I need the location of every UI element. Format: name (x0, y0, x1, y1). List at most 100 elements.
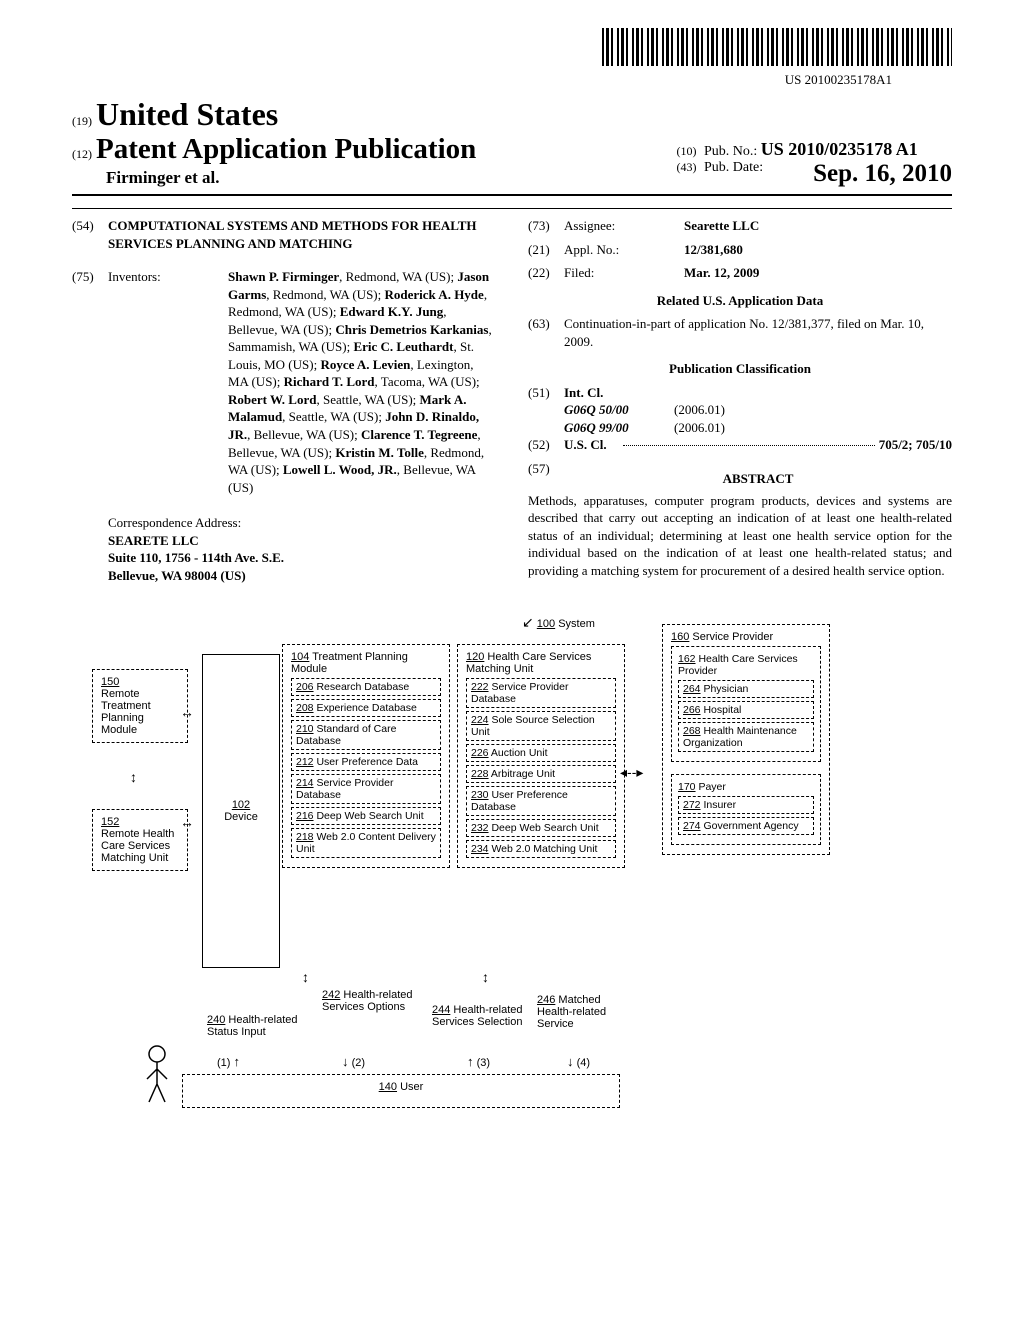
b244-num: 244 (432, 1004, 450, 1016)
biblio-columns: (54) COMPUTATIONAL SYSTEMS AND METHODS F… (72, 217, 952, 584)
b120-text: Health Care Services Matching Unit (466, 651, 591, 675)
b274-num: 274 (683, 820, 701, 832)
step-2: (2) (352, 1057, 365, 1069)
b222-num: 222 (471, 681, 489, 693)
b228-num: 228 (471, 768, 489, 780)
step-4: (4) (577, 1057, 590, 1069)
us-cl-value: 705/2; 705/10 (879, 436, 952, 454)
publication-title: Patent Application Publication (96, 133, 476, 166)
field-73-label: Assignee: (564, 217, 684, 235)
prefix-19: (19) (72, 114, 92, 129)
abstract-title: ABSTRACT (564, 470, 952, 488)
inventors-list: Shawn P. Firminger, Redmond, WA (US); Ja… (228, 268, 496, 496)
rule-top (72, 194, 952, 196)
b228-text: Arbitrage Unit (491, 768, 555, 780)
b212-text: User Preference Data (316, 756, 418, 768)
us-cl-label: U.S. Cl. (564, 436, 619, 454)
b242-num: 242 (322, 989, 340, 1001)
figure-1: ↙ 100 System 150 Remote Treatment Planni… (72, 614, 952, 1134)
abstract-text: Methods, apparatuses, computer program p… (528, 492, 952, 580)
prefix-12: (12) (72, 147, 92, 162)
field-21-label: Appl. No.: (564, 241, 684, 259)
b150-num: 150 (101, 676, 119, 688)
left-column: (54) COMPUTATIONAL SYSTEMS AND METHODS F… (72, 217, 496, 584)
int-cl-label: Int. Cl. (564, 384, 952, 402)
dotfill (623, 435, 875, 446)
intcl1-date: (2006.01) (674, 401, 725, 419)
b272-text: Insurer (703, 799, 736, 811)
b232-num: 232 (471, 822, 489, 834)
intcl2-code: G06Q 99/00 (564, 419, 674, 437)
prefix-10: (10) (676, 144, 696, 158)
b170-num: 170 (678, 781, 696, 793)
b216-text: Deep Web Search Unit (316, 810, 423, 822)
b104-text: Treatment Planning Module (291, 651, 408, 675)
field-52-num: (52) (528, 436, 564, 454)
b274-text: Government Agency (703, 820, 798, 832)
b218-num: 218 (296, 831, 314, 843)
b266-text: Hospital (703, 704, 741, 716)
b224-num: 224 (471, 714, 489, 726)
step-3: (3) (477, 1057, 490, 1069)
invention-title: COMPUTATIONAL SYSTEMS AND METHODS FOR HE… (108, 217, 496, 252)
b268-text: Health Maintenance Organization (683, 725, 797, 749)
related-data-title: Related U.S. Application Data (528, 292, 952, 310)
b266-num: 266 (683, 704, 701, 716)
pubno-label: Pub. No.: (704, 144, 757, 159)
field-22-label: Filed: (564, 264, 684, 282)
continuation-text: Continuation-in-part of application No. … (564, 315, 952, 350)
field-51-num: (51) (528, 384, 564, 437)
field-57-num: (57) (528, 460, 564, 492)
prefix-43: (43) (676, 160, 696, 174)
b240-num: 240 (207, 1014, 225, 1026)
intcl2-date: (2006.01) (674, 419, 725, 437)
filed-date: Mar. 12, 2009 (684, 264, 952, 282)
b160-num: 160 (671, 631, 689, 643)
b218-text: Web 2.0 Content Delivery Unit (296, 831, 436, 855)
correspondence-line3: Bellevue, WA 98004 (US) (108, 567, 496, 585)
correspondence-line2: Suite 110, 1756 - 114th Ave. S.E. (108, 549, 496, 567)
b170-text: Payer (698, 781, 725, 793)
b162-num: 162 (678, 653, 696, 665)
b162-text: Health Care Services Provider (678, 653, 798, 677)
b152-num: 152 (101, 816, 119, 828)
pubno: US 2010/0235178 A1 (761, 139, 918, 159)
b234-text: Web 2.0 Matching Unit (491, 843, 597, 855)
assignee: Searette LLC (684, 217, 952, 235)
barcode-graphic (602, 28, 952, 66)
b216-num: 216 (296, 810, 314, 822)
barcode-docnum: US 20100235178A1 (72, 72, 892, 88)
field-75-label: Inventors: (108, 268, 228, 496)
intcl1-code: G06Q 50/00 (564, 401, 674, 419)
step-1: (1) (217, 1057, 230, 1069)
pubdate-label: Pub. Date: (704, 160, 763, 175)
field-63-num: (63) (528, 315, 564, 350)
b234-num: 234 (471, 843, 489, 855)
user-icon (142, 1044, 172, 1104)
field-75-num: (75) (72, 268, 108, 496)
b210-num: 210 (296, 723, 314, 735)
field-54-num: (54) (72, 217, 108, 252)
b230-num: 230 (471, 789, 489, 801)
b206-text: Research Database (316, 681, 409, 693)
sys-num: 100 (537, 618, 555, 630)
b246-num: 246 (537, 994, 555, 1006)
correspondence-line1: SEARETE LLC (108, 532, 496, 550)
b232-text: Deep Web Search Unit (491, 822, 598, 834)
b224-text: Sole Source Selection Unit (471, 714, 595, 738)
b140-num: 140 (379, 1081, 397, 1093)
b206-num: 206 (296, 681, 314, 693)
b226-text: Auction Unit (491, 747, 548, 759)
correspondence-label: Correspondence Address: (108, 514, 496, 532)
b120-num: 120 (466, 651, 484, 663)
right-column: (73) Assignee: Searette LLC (21) Appl. N… (528, 217, 952, 584)
authors-line: Firminger et al. (106, 168, 476, 188)
b264-num: 264 (683, 683, 701, 695)
b208-text: Experience Database (316, 702, 416, 714)
b150-text: Remote Treatment Planning Module (101, 688, 151, 736)
header: (19) United States (12) Patent Applicati… (72, 96, 952, 188)
b160-text: Service Provider (692, 631, 773, 643)
sys-text: System (558, 618, 595, 630)
field-73-num: (73) (528, 217, 564, 235)
b102-num: 102 (232, 799, 250, 811)
